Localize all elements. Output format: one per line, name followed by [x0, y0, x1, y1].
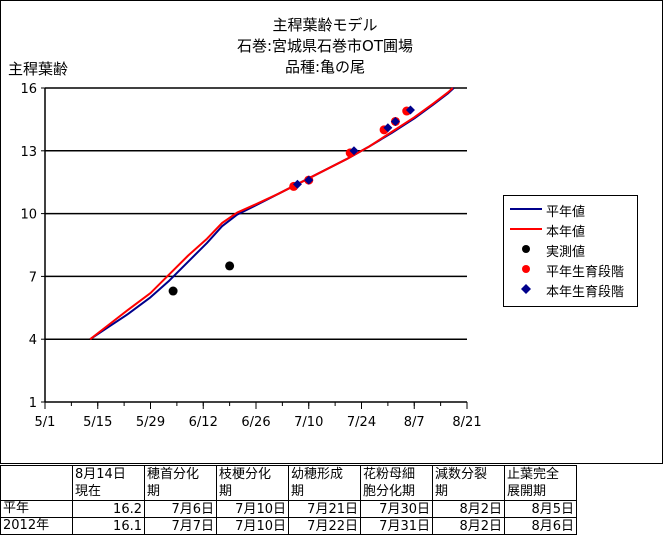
y-tick-label: 13: [20, 145, 37, 160]
table-row: 2012年 16.1 7月7日 7月10日 7月22日 7月31日 8月2日 8…: [0, 517, 577, 535]
x-tick-label: 7/24: [347, 415, 376, 430]
table-header-cell: 止葉完全 展開期: [504, 465, 577, 501]
y-tick-label: 7: [29, 270, 37, 285]
chart-subtitle-variety: 品種:亀の尾: [284, 58, 366, 76]
table-cell: 8月2日: [432, 517, 505, 535]
legend-swatch-current-stage: [521, 284, 531, 294]
x-tick-label: 6/26: [241, 415, 270, 430]
legend-swatch-current-line: [510, 228, 542, 230]
table-header-cell: 枝梗分化期: [216, 465, 289, 501]
table-row: 平年 16.2 7月6日 7月10日 7月21日 7月30日 8月2日 8月5日: [0, 500, 577, 518]
table-header-cell: 花粉母細 胞分化期: [360, 465, 433, 501]
data-point-4: [405, 105, 415, 115]
legend-item-current-stage: 本年生育段階: [504, 280, 637, 300]
table-header-row: 8月14日 現在 穂首分化期 枝梗分化期 幼穂形成期 花粉母細 胞分化期 減数分裂期…: [0, 465, 577, 501]
y-axis-label: 主稈葉齢: [8, 60, 69, 78]
table-cell: 7月30日: [360, 500, 433, 518]
data-point-4: [304, 175, 314, 185]
x-tick-label: 5/1: [35, 415, 56, 430]
table-cell: 16.2: [72, 500, 145, 518]
legend-item-current-line: 本年値: [504, 220, 637, 240]
growth-stage-table: 8月14日 現在 穂首分化期 枝梗分化期 幼穂形成期 花粉母細 胞分化期 減数分裂期…: [0, 465, 577, 535]
table-header-cell: 減数分裂期: [432, 465, 505, 501]
table-cell: 7月7日: [144, 517, 217, 535]
legend-label-measured: 実測値: [546, 245, 586, 260]
y-tick-label: 1: [29, 396, 37, 411]
legend-item-normal-line: 平年値: [504, 200, 637, 220]
x-tick-label: 5/29: [136, 415, 165, 430]
x-tick-label: 6/12: [189, 415, 218, 430]
x-tick-label: 7/10: [294, 415, 323, 430]
x-tick-label: 8/21: [452, 415, 481, 430]
legend-label-normal-stage: 平年生育段階: [546, 265, 625, 280]
data-point-2: [168, 286, 178, 296]
table-cell: 7月31日: [360, 517, 433, 535]
row-label: 2012年: [0, 517, 73, 535]
table-cell: 8月6日: [504, 517, 577, 535]
x-tick-label: 8/7: [404, 415, 425, 430]
data-point-4: [349, 146, 359, 156]
table-cell: 7月22日: [288, 517, 361, 535]
table-header-cell: 幼穂形成期: [288, 465, 361, 501]
legend-swatch-normal-stage: [522, 265, 530, 273]
y-tick-label: 10: [20, 208, 37, 223]
table-cell: 7月10日: [216, 517, 289, 535]
table-cell: 7月6日: [144, 500, 217, 518]
table-cell: 7月21日: [288, 500, 361, 518]
y-tick-label: 16: [20, 82, 37, 97]
chart-subtitle-location: 石巻:宮城県石巻市OT圃場: [236, 37, 414, 55]
x-tick-label: 5/15: [83, 415, 112, 430]
legend: 平年値 本年値 実測値 平年生育段階 本年生育段階: [503, 195, 638, 307]
table-header-cell: 穂首分化期: [144, 465, 217, 501]
legend-item-normal-stage: 平年生育段階: [504, 260, 637, 280]
table-cell: 8月5日: [504, 500, 577, 518]
series-line-1: [89, 87, 454, 340]
table-cell: 8月2日: [432, 500, 505, 518]
table-header-cell: [0, 465, 73, 501]
legend-swatch-normal-line: [510, 208, 542, 210]
table-cell: 7月10日: [216, 500, 289, 518]
y-tick-label: 4: [29, 333, 37, 348]
plot-area: 1 4 7 10 13 16 5/1 5/15 5/29 6/12 6/26 7/10 7/24 8/7 8…: [20, 82, 481, 430]
row-label: 平年: [0, 500, 73, 518]
data-point-4: [292, 179, 302, 189]
table-header-cell: 8月14日 現在: [72, 465, 145, 501]
data-point-4: [390, 116, 400, 126]
legend-label-normal-line: 平年値: [546, 205, 586, 220]
legend-swatch-measured: [522, 245, 530, 253]
data-point-2: [225, 261, 235, 271]
chart-title: 主稈葉齢モデル: [272, 16, 378, 34]
legend-label-current-stage: 本年生育段階: [546, 285, 625, 300]
legend-item-measured: 実測値: [504, 240, 637, 260]
legend-label-current-line: 本年値: [546, 225, 586, 240]
data-point-4: [383, 123, 393, 133]
table-cell: 16.1: [72, 517, 145, 535]
